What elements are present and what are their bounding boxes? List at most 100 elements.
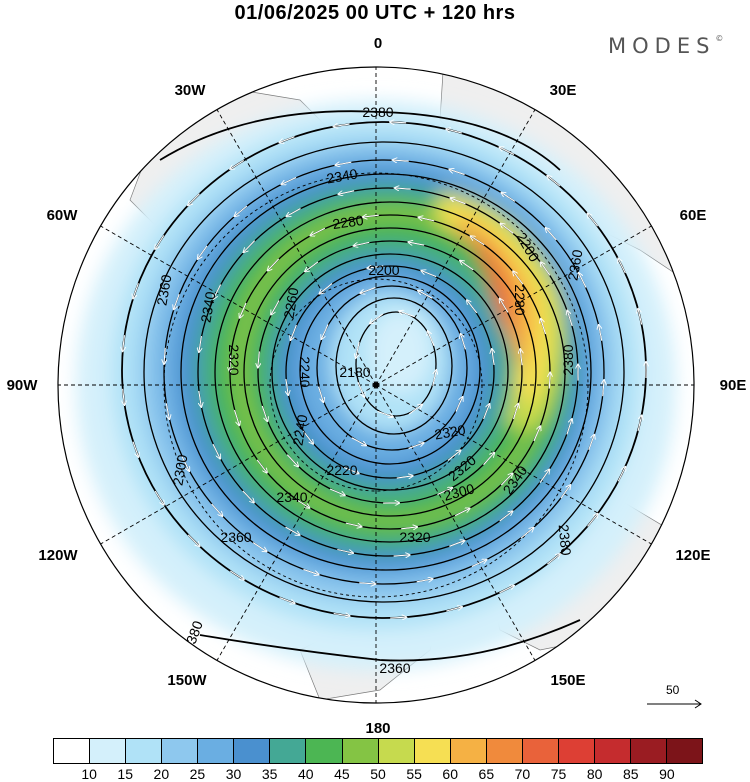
longitude-label-180: 180 [365,720,390,735]
colorbar-tick-50: 50 [370,766,386,782]
contour-label-6: 2240 [297,356,313,387]
wind-vector-41 [198,245,208,259]
longitude-label-0: 0 [374,35,382,52]
svg-text:2340: 2340 [197,290,218,324]
colorbar-swatch-6 [270,739,307,763]
wind-vector-62 [244,240,256,253]
contour-label-9: 2320 [399,529,430,545]
svg-text:2360: 2360 [379,660,410,676]
meridian-11 [216,109,377,386]
colorbar [53,738,703,764]
wind-vector-90 [454,508,469,517]
wind-vector-64 [338,190,355,194]
wind-vectors [123,122,646,618]
height-contour-3 [180,173,592,571]
wind-vector-110 [367,266,384,268]
wind-vector-133 [357,381,364,397]
contour-label-26: 2300 [169,453,190,487]
wind-vector-37 [181,456,189,471]
wind-vector-3 [587,514,598,527]
wind-vector-123 [455,397,463,412]
svg-text:2340: 2340 [325,165,359,186]
wind-vector-134 [356,342,360,358]
colorbar-tick-20: 20 [153,766,170,782]
wind-vector-32 [416,579,433,582]
wind-vector-10 [229,570,243,580]
wind-vector-52 [588,435,594,451]
wind-vector-21 [334,124,350,126]
jet-core-4 [476,245,506,325]
wind-vector-43 [282,176,297,184]
brand-logo: MODES© [608,34,723,58]
wind-vector-116 [396,476,413,478]
colorbar-tick-30: 30 [225,766,242,782]
colorbar-swatch-7 [306,739,343,763]
colorbar-tick-25: 25 [189,766,206,782]
wind-vector-129 [428,331,435,347]
height-contour-7 [243,227,537,517]
wind-vector-85 [513,271,524,285]
wind-vector-61 [213,284,222,298]
wind-vector-11 [187,534,199,546]
wind-vector-42 [235,205,248,216]
wind-vector-101 [520,349,522,366]
wind-vector-9 [279,597,295,604]
wind-vector-78 [230,355,231,371]
wind-vector-87 [549,373,550,389]
wind-vector-66 [451,198,466,205]
wind-vector-114 [483,404,490,420]
colorbar-labels: 10 15 20 25 30 35 40 45 50 55 60 65 70 75 80 85 90 [53,766,703,782]
colorbar-tick-15: 15 [117,766,134,782]
wind-vector-28 [638,309,643,325]
wind-vector-27 [618,259,626,274]
wind-vector-13 [132,441,138,457]
wind-vector-102 [512,404,518,420]
colorbar-swatch-9 [378,739,415,763]
wind-vector-30 [520,528,533,539]
wind-vector-14 [123,388,125,405]
contour-label-19: 2360 [564,248,585,282]
wind-vector-1 [637,416,642,432]
contour-label-11: 2320 [226,344,242,375]
meridian-8 [100,384,377,545]
height-contour-13 [335,297,453,435]
svg-text:2320: 2320 [399,529,430,545]
contour-label-1: 2340 [325,165,359,186]
contour-label-10: 2360 [220,529,251,545]
wind-vector-68 [541,262,551,276]
wind-vector-34 [303,568,318,574]
wind-vector-6 [446,607,461,612]
colorbar-swatch-end [667,739,703,763]
wind-vector-44 [336,162,352,165]
wind-vector-35 [252,542,266,552]
wind-vector-12 [154,490,164,505]
wind-vector-5 [499,586,514,594]
wind-vector-69 [567,311,573,327]
wind-vector-81 [311,227,326,235]
colorbar-swatch-3 [162,739,199,763]
contour-label-8: 2300 [442,480,476,504]
height-contour-10 [285,265,495,479]
wind-vector-115 [447,450,460,461]
colorbar-tick-65: 65 [478,766,495,782]
longitude-label-90e: 90E [720,377,747,394]
wind-vector-94 [258,351,260,367]
contour-label-3: 2200 [368,262,399,278]
wind-vector-80 [268,258,280,271]
wind-vector-20 [280,136,295,143]
wind-vector-23 [446,129,462,134]
wind-vector-125 [351,437,366,446]
colorbar-tick-45: 45 [334,766,350,782]
svg-text:2380: 2380 [556,524,575,557]
wind-vector-104 [437,488,452,496]
colorbar-tick-10: 10 [81,766,97,782]
wind-vector-26 [588,214,599,227]
wind-vector-75 [295,498,309,508]
meridian-10 [100,225,377,386]
wind-vector-119 [321,324,329,339]
contour-label-12: 2340 [197,290,218,324]
colorbar-swatch-4 [198,739,235,763]
meridian-1 [375,109,536,386]
wind-vector-79 [240,302,247,318]
wind-vector-112 [467,300,478,314]
